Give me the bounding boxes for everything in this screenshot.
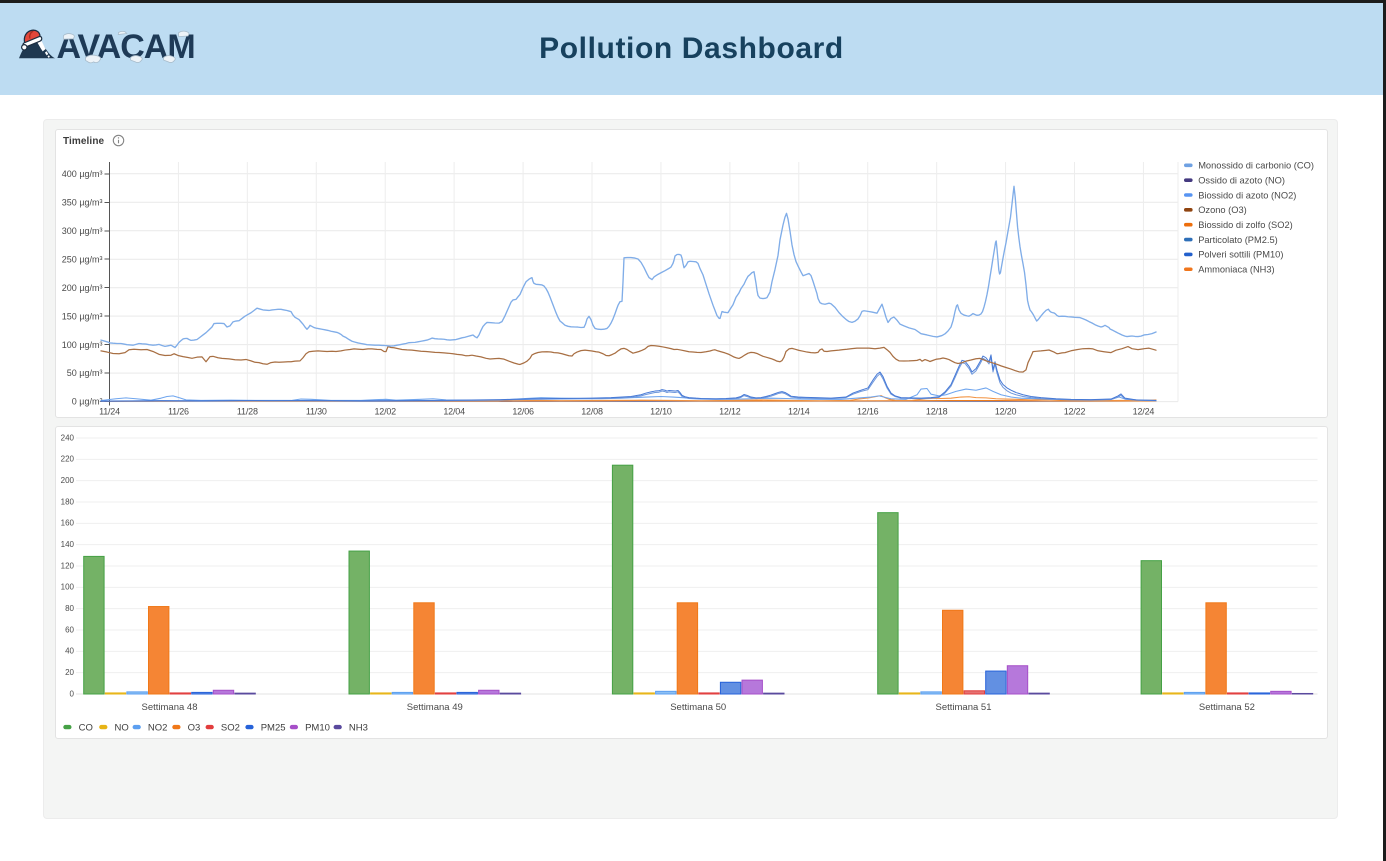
svg-text:Settimana 52: Settimana 52 (1199, 702, 1255, 713)
svg-text:12/16: 12/16 (857, 407, 879, 417)
svg-text:Polveri sottili (PM10): Polveri sottili (PM10) (1198, 250, 1283, 260)
svg-text:11/30: 11/30 (306, 407, 327, 417)
svg-text:12/10: 12/10 (650, 407, 672, 417)
svg-text:O3: O3 (188, 723, 201, 734)
svg-text:400 µg/m³: 400 µg/m³ (62, 169, 103, 179)
svg-text:12/06: 12/06 (512, 407, 534, 417)
svg-text:Settimana 48: Settimana 48 (142, 702, 198, 713)
svg-text:60: 60 (65, 625, 74, 634)
svg-text:Ammoniaca (NH3): Ammoniaca (NH3) (1198, 265, 1274, 275)
svg-text:PM25: PM25 (261, 723, 286, 734)
svg-text:12/12: 12/12 (719, 407, 741, 417)
svg-text:220: 220 (61, 455, 75, 464)
svg-text:Settimana 51: Settimana 51 (936, 702, 992, 713)
svg-text:180: 180 (61, 497, 75, 506)
svg-text:160: 160 (61, 519, 75, 528)
svg-text:12/22: 12/22 (1064, 407, 1086, 417)
svg-text:80: 80 (65, 604, 74, 613)
svg-text:300 µg/m³: 300 µg/m³ (62, 226, 103, 236)
svg-text:Settimana 49: Settimana 49 (407, 702, 463, 713)
svg-text:20: 20 (65, 668, 74, 677)
svg-text:12/20: 12/20 (995, 407, 1017, 417)
svg-text:CO: CO (79, 723, 93, 734)
svg-text:Particolato (PM2.5): Particolato (PM2.5) (1198, 235, 1278, 245)
svg-text:12/24: 12/24 (1133, 407, 1155, 417)
svg-text:200: 200 (61, 476, 75, 485)
svg-text:50 µg/m³: 50 µg/m³ (67, 368, 103, 378)
svg-text:350 µg/m³: 350 µg/m³ (62, 197, 103, 207)
svg-text:0 µg/m³: 0 µg/m³ (72, 397, 103, 407)
svg-text:200 µg/m³: 200 µg/m³ (62, 283, 103, 293)
svg-text:250 µg/m³: 250 µg/m³ (62, 254, 103, 264)
svg-text:120: 120 (61, 561, 75, 570)
svg-text:NO2: NO2 (148, 723, 168, 734)
svg-text:12/02: 12/02 (374, 407, 396, 417)
svg-text:SO2: SO2 (221, 723, 240, 734)
svg-text:Monossido di carbonio (CO): Monossido di carbonio (CO) (1198, 161, 1314, 171)
svg-text:Settimana 50: Settimana 50 (670, 702, 726, 713)
svg-text:NH3: NH3 (349, 723, 368, 734)
svg-text:240: 240 (61, 433, 75, 442)
svg-text:12/18: 12/18 (926, 407, 948, 417)
svg-text:Ossido di azoto (NO): Ossido di azoto (NO) (1198, 175, 1285, 185)
svg-text:150 µg/m³: 150 µg/m³ (62, 311, 103, 321)
svg-text:100: 100 (61, 583, 75, 592)
svg-text:11/28: 11/28 (237, 407, 258, 417)
svg-text:12/14: 12/14 (788, 407, 810, 417)
svg-text:NO: NO (115, 723, 129, 734)
svg-text:40: 40 (65, 647, 74, 656)
svg-text:Biossido di zolfo (SO2): Biossido di zolfo (SO2) (1198, 220, 1293, 230)
svg-text:11/24: 11/24 (99, 407, 120, 417)
svg-text:100 µg/m³: 100 µg/m³ (62, 340, 103, 350)
svg-text:12/08: 12/08 (581, 407, 603, 417)
svg-text:PM10: PM10 (305, 723, 330, 734)
svg-text:Biossido di azoto (NO2): Biossido di azoto (NO2) (1198, 190, 1296, 200)
svg-text:0: 0 (70, 689, 75, 698)
svg-text:140: 140 (61, 540, 75, 549)
svg-text:11/26: 11/26 (168, 407, 189, 417)
svg-text:Ozono (O3): Ozono (O3) (1198, 205, 1247, 215)
svg-text:12/04: 12/04 (443, 407, 465, 417)
